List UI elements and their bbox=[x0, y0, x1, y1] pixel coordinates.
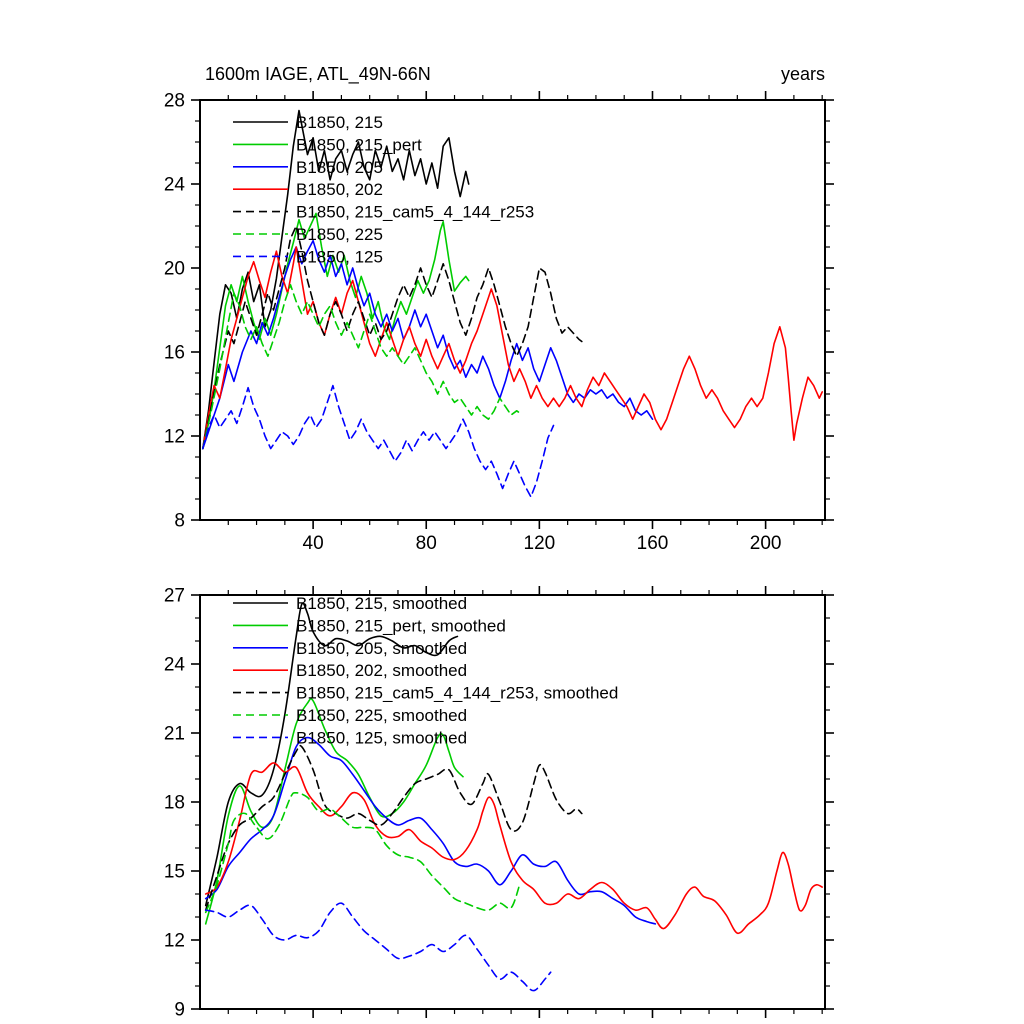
x-axis-tick-label: 80 bbox=[416, 533, 437, 554]
series-line-b1850-215 bbox=[202, 109, 470, 450]
x-axis-tick-label: 120 bbox=[524, 533, 556, 554]
legend-label: B1850, 125 bbox=[296, 247, 383, 266]
series-line-b1850-125 bbox=[202, 384, 555, 498]
legend-label: B1850, 215_pert bbox=[296, 135, 422, 154]
plot-frame bbox=[199, 99, 826, 521]
series-line-b1850-202-smoothed bbox=[204, 762, 823, 935]
series-line-b1850-205 bbox=[202, 239, 654, 450]
legend-label: B1850, 202 bbox=[296, 180, 383, 199]
chart-title: 1600m IAGE, ATL_49N-66N bbox=[205, 64, 431, 85]
series-line-b1850-215-cam5-4-144-r253-smoothed bbox=[204, 744, 583, 911]
legend-label: B1850, 205 bbox=[296, 158, 383, 177]
legend-label: B1850, 202, smoothed bbox=[296, 661, 467, 680]
series-line-b1850-202 bbox=[202, 246, 823, 450]
legend-label: B1850, 215_cam5_4_144_r253, smoothed bbox=[296, 684, 618, 703]
series-line-b1850-225 bbox=[202, 284, 521, 450]
legend-label: B1850, 125, smoothed bbox=[296, 728, 467, 747]
y-axis-tick-label: 20 bbox=[164, 259, 185, 280]
series-line-b1850-215-smoothed bbox=[204, 602, 459, 907]
series-line-b1850-215-pert bbox=[202, 212, 470, 450]
legend-label: B1850, 225 bbox=[296, 225, 383, 244]
y-axis-tick-label: 15 bbox=[164, 862, 185, 883]
chart-0: 40 80 120 160 200 8 12 16 20 24 28 1600m IAGE, ATL_… bbox=[164, 64, 834, 554]
legend-label: B1850, 205, smoothed bbox=[296, 639, 467, 658]
legend-label: B1850, 215_pert, smoothed bbox=[296, 616, 506, 635]
x-axis-tick-label: 200 bbox=[750, 533, 782, 554]
series-line-b1850-125-smoothed bbox=[204, 902, 552, 992]
y-axis-tick-label: 28 bbox=[164, 91, 185, 112]
y-axis-tick-label: 12 bbox=[164, 931, 185, 952]
y-axis-tick-label: 27 bbox=[164, 586, 185, 607]
legend-label: B1850, 215 bbox=[296, 113, 383, 132]
x-axis-tick-label: 160 bbox=[637, 533, 669, 554]
legend-label: B1850, 215, smoothed bbox=[296, 594, 467, 613]
y-axis-tick-label: 24 bbox=[164, 175, 186, 196]
legend-label: B1850, 225, smoothed bbox=[296, 706, 467, 725]
y-axis-tick-label: 24 bbox=[164, 655, 186, 676]
x-axis-tick-label: 40 bbox=[303, 533, 324, 554]
axis-units-label: years bbox=[781, 64, 825, 84]
series-group bbox=[204, 602, 823, 992]
series-line-b1850-215-cam5-4-144-r253 bbox=[202, 225, 583, 450]
series-group bbox=[202, 109, 823, 498]
y-axis-tick-label: 9 bbox=[174, 1000, 185, 1021]
chart-1: 9 12 15 18 21 24 27 B1850, 215, smoothed B1850, … bbox=[164, 586, 834, 1021]
y-axis-tick-label: 8 bbox=[174, 511, 185, 532]
series-line-b1850-225-smoothed bbox=[204, 791, 521, 914]
y-axis-tick-label: 18 bbox=[164, 793, 185, 814]
y-axis-tick-label: 12 bbox=[164, 427, 185, 448]
series-line-b1850-215-pert-smoothed bbox=[204, 697, 464, 925]
legend-label: B1850, 215_cam5_4_144_r253 bbox=[296, 203, 534, 222]
y-axis-tick-label: 21 bbox=[164, 724, 185, 745]
series-line-b1850-205-smoothed bbox=[204, 736, 657, 925]
y-axis-tick-label: 16 bbox=[164, 343, 185, 364]
